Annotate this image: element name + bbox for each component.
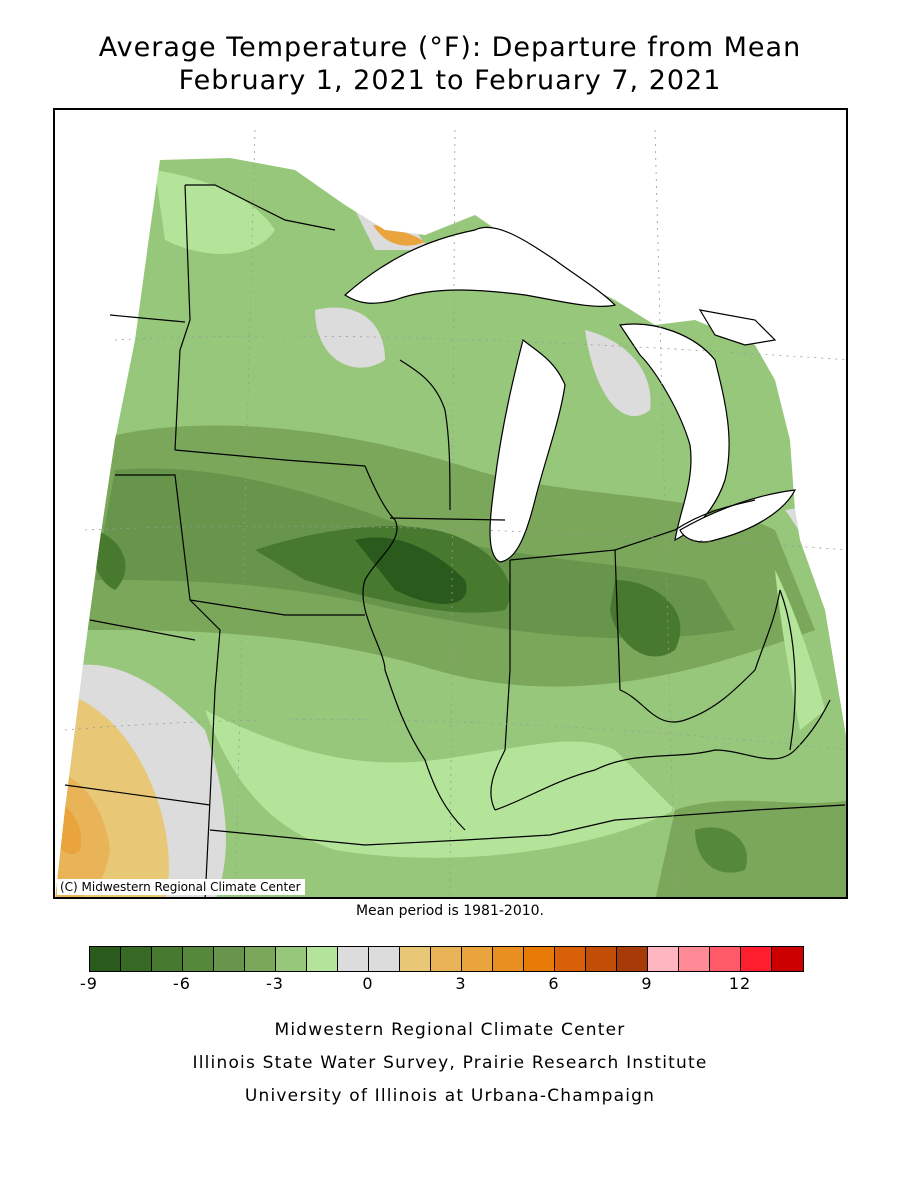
map-title: Average Temperature (°F): Departure from…	[98, 32, 802, 63]
legend-tick-label: -9	[80, 974, 98, 993]
legend-tick-label: 0	[362, 974, 374, 993]
legend-swatch	[741, 947, 772, 971]
temperature-field	[55, 158, 846, 897]
copyright-label: (C) Midwestern Regional Climate Center	[57, 879, 305, 895]
legend-swatch	[772, 947, 803, 971]
map-panel: (C) Midwestern Regional Climate Center	[53, 108, 848, 899]
legend-swatch	[152, 947, 183, 971]
legend-swatch	[276, 947, 307, 971]
legend-swatch	[617, 947, 648, 971]
legend-tick-label: 6	[548, 974, 560, 993]
color-scale-bar	[89, 946, 804, 972]
color-scale-ticks: -9 -6 -3 0 3 6 9 12	[0, 974, 900, 998]
legend-swatch	[214, 947, 245, 971]
legend-swatch	[524, 947, 555, 971]
legend-tick-label: -6	[173, 974, 191, 993]
mean-period-note: Mean period is 1981-2010.	[355, 903, 545, 919]
legend-swatch	[648, 947, 679, 971]
legend-tick-label: 3	[455, 974, 467, 993]
legend-swatch	[90, 947, 121, 971]
footer-survey: Illinois State Water Survey, Prairie Res…	[192, 1053, 708, 1073]
legend-swatch	[462, 947, 493, 971]
state-borders	[64, 184, 846, 897]
legend-swatch	[307, 947, 338, 971]
legend-tick-label: 9	[641, 974, 653, 993]
legend-swatch	[555, 947, 586, 971]
legend-swatch	[369, 947, 400, 971]
footer-organization: Midwestern Regional Climate Center	[274, 1020, 626, 1040]
legend-tick-label: 12	[728, 974, 752, 993]
temperature-departure-map	[55, 129, 846, 897]
legend-swatch	[183, 947, 214, 971]
legend-swatch	[710, 947, 741, 971]
legend-swatch	[431, 947, 462, 971]
map-date-range: February 1, 2021 to February 7, 2021	[178, 65, 722, 96]
great-lakes	[344, 226, 797, 563]
legend-swatch	[400, 947, 431, 971]
legend-swatch	[586, 947, 617, 971]
legend-tick-label: -3	[266, 974, 284, 993]
footer-university: University of Illinois at Urbana-Champai…	[244, 1086, 656, 1106]
legend-swatch	[679, 947, 710, 971]
legend-swatch	[121, 947, 152, 971]
legend-swatch	[493, 947, 524, 971]
graticule	[64, 129, 846, 897]
legend-swatch	[245, 947, 276, 971]
legend-swatch	[338, 947, 369, 971]
